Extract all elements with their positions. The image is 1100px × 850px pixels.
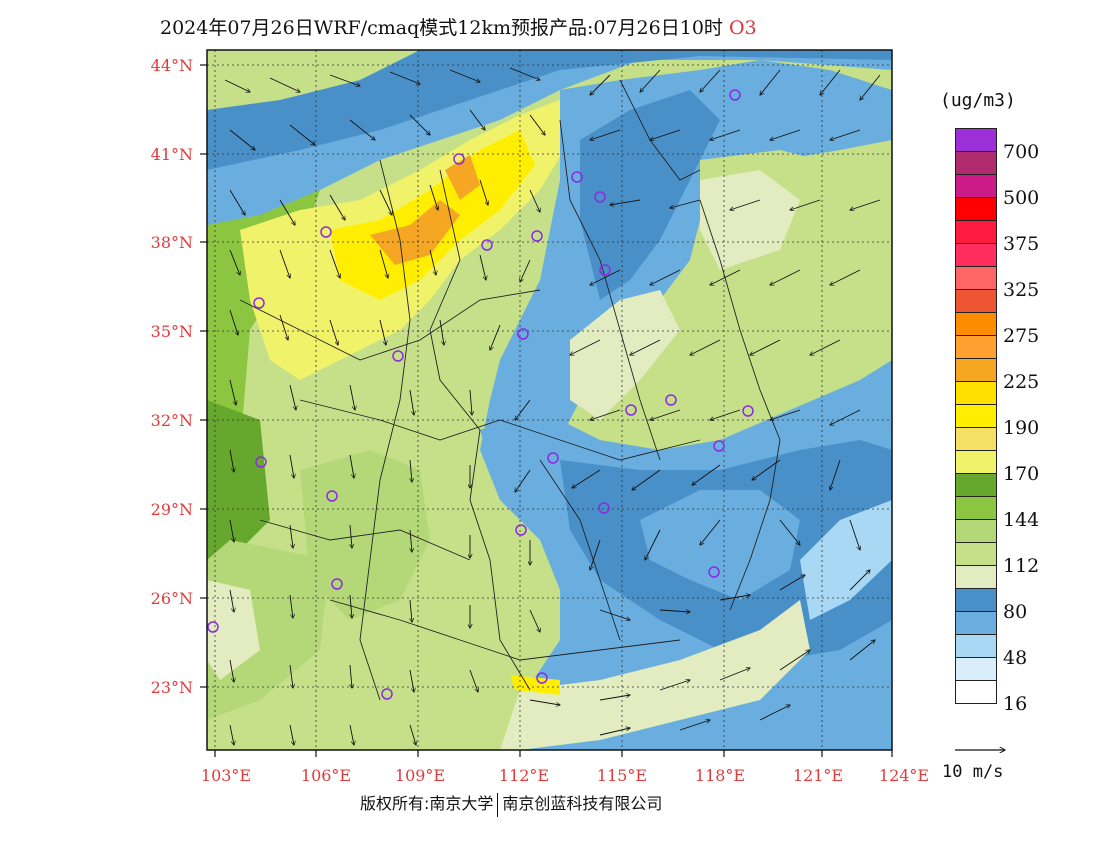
lon-label: 124°E: [879, 766, 929, 785]
map-title: 2024年07月26日WRF/cmaq模式12km预报产品:07月26日10时 …: [160, 13, 940, 40]
lat-label: 32°N: [151, 411, 193, 430]
legend-level-label: 275: [1003, 325, 1040, 347]
station-marker: [207, 621, 219, 633]
legend-swatch: [955, 175, 997, 198]
legend-swatch: [955, 244, 997, 267]
legend-swatch: [955, 635, 997, 658]
legend-swatch: [955, 474, 997, 497]
graticule: [207, 50, 892, 750]
station-marker: [729, 89, 741, 101]
lon-label: 103°E: [201, 766, 251, 785]
station-marker: [392, 350, 404, 362]
station-marker: [381, 688, 393, 700]
copyright-divider: [497, 792, 499, 817]
station-marker: [536, 672, 548, 684]
lon-label: 109°E: [395, 766, 445, 785]
station-marker: [481, 239, 493, 251]
lon-label: 106°E: [301, 766, 351, 785]
lon-label: 121°E: [793, 766, 843, 785]
station-marker: [531, 230, 543, 242]
legend-level-label: 16: [1003, 693, 1028, 715]
lat-label: 35°N: [151, 322, 193, 341]
station-marker: [331, 578, 343, 590]
legend-swatch: [955, 382, 997, 405]
wind-reference-label: 10 m/s: [942, 762, 1004, 782]
legend-swatch: [955, 313, 997, 336]
lon-label: 118°E: [695, 766, 745, 785]
legend-unit: (ug/m3): [940, 90, 1016, 111]
lat-label: 44°N: [151, 56, 193, 75]
station-marker: [571, 171, 583, 183]
legend-swatch: [955, 612, 997, 635]
legend-swatch: [955, 658, 997, 681]
title-main: 2024年07月26日WRF/cmaq模式12km预报产品:07月26日10时: [160, 17, 723, 39]
station-marker: [598, 502, 610, 514]
map-frame: [206, 49, 893, 751]
legend-level-label: 325: [1003, 279, 1040, 301]
lon-label: 115°E: [597, 766, 647, 785]
station-marker: [713, 440, 725, 452]
legend-level-label: 225: [1003, 371, 1040, 393]
legend-swatch: [955, 405, 997, 428]
wind-vectors: [224, 67, 881, 745]
legend-swatch: [955, 267, 997, 290]
station-marker: [517, 328, 529, 340]
legend-level-label: 112: [1003, 555, 1040, 577]
station-marker: [253, 297, 265, 309]
legend-level-label: 80: [1003, 601, 1028, 623]
legend-level-label: 700: [1003, 141, 1040, 163]
province-boundaries: [239, 79, 781, 701]
latitude-labels: 44°N 41°N 38°N 35°N 32°N 29°N 26°N 23°N: [151, 56, 193, 697]
legend-swatch: [955, 221, 997, 244]
legend-swatch: [955, 566, 997, 589]
legend-swatch: [955, 290, 997, 313]
copyright-left: 版权所有:南京大学: [360, 794, 494, 813]
legend-swatch: [955, 152, 997, 175]
station-marker: [708, 566, 720, 578]
legend-swatch: [955, 497, 997, 520]
station-marker: [453, 153, 465, 165]
color-legend: [955, 128, 997, 704]
station-markers: [207, 89, 754, 700]
legend-level-label: 144: [1003, 509, 1040, 531]
copyright: 版权所有:南京大学 南京创蓝科技有限公司: [360, 790, 662, 817]
station-marker: [515, 524, 527, 536]
legend-level-label: 500: [1003, 187, 1040, 209]
lon-label: 112°E: [499, 766, 549, 785]
station-marker: [594, 191, 606, 203]
legend-swatch: [955, 520, 997, 543]
station-marker: [742, 405, 754, 417]
station-marker: [665, 394, 677, 406]
lat-label: 23°N: [151, 678, 193, 697]
lat-label: 38°N: [151, 233, 193, 252]
lat-label: 26°N: [151, 589, 193, 608]
copyright-right: 南京创蓝科技有限公司: [502, 794, 663, 813]
legend-swatch: [955, 543, 997, 566]
station-marker: [599, 264, 611, 276]
legend-swatch: [955, 589, 997, 612]
legend-swatch: [955, 451, 997, 474]
legend-swatch: [955, 681, 997, 704]
longitude-labels: 103°E 106°E 109°E 112°E 115°E 118°E 121°…: [201, 766, 929, 785]
legend-level-label: 375: [1003, 233, 1040, 255]
station-marker: [255, 456, 267, 468]
legend-swatch: [955, 428, 997, 451]
o3-concentration-field: [207, 50, 892, 750]
station-marker: [625, 404, 637, 416]
station-marker: [547, 452, 559, 464]
axis-ticks: [200, 64, 893, 757]
legend-level-label: 170: [1003, 463, 1040, 485]
legend-swatch: [955, 128, 997, 152]
legend-level-label: 190: [1003, 417, 1040, 439]
station-marker: [320, 226, 332, 238]
legend-swatch: [955, 336, 997, 359]
legend-swatch: [955, 198, 997, 221]
station-marker: [326, 490, 338, 502]
legend-level-label: 48: [1003, 647, 1028, 669]
lat-label: 41°N: [151, 145, 193, 164]
species-label: O3: [728, 17, 757, 39]
lat-label: 29°N: [151, 500, 193, 519]
legend-swatch: [955, 359, 997, 382]
